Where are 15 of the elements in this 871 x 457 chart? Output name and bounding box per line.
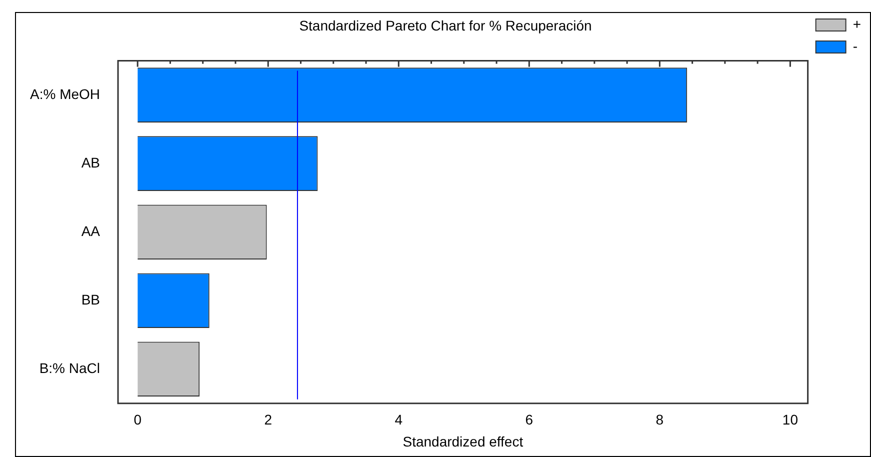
y-tick-label: AB	[81, 154, 100, 170]
y-tick-label: B:% NaCl	[39, 360, 100, 376]
x-tick-label: 4	[394, 412, 403, 428]
x-tick-label: 0	[134, 412, 142, 428]
y-tick-label: AA	[81, 222, 101, 239]
x-tick-label: 8	[656, 412, 664, 428]
x-axis-title: Standardized effect	[402, 433, 524, 450]
y-tick-label: BB	[81, 291, 100, 308]
legend-label: +	[852, 16, 862, 32]
x-tick-label: 6	[525, 412, 534, 428]
x-tick-label: 2	[264, 412, 272, 428]
chart-title: Standardized Pareto Chart for % Recuperación	[299, 17, 592, 34]
y-tick-label: A:% MeOH	[30, 86, 100, 102]
x-tick-label: 10	[782, 412, 798, 428]
legend-label: -	[852, 38, 858, 54]
